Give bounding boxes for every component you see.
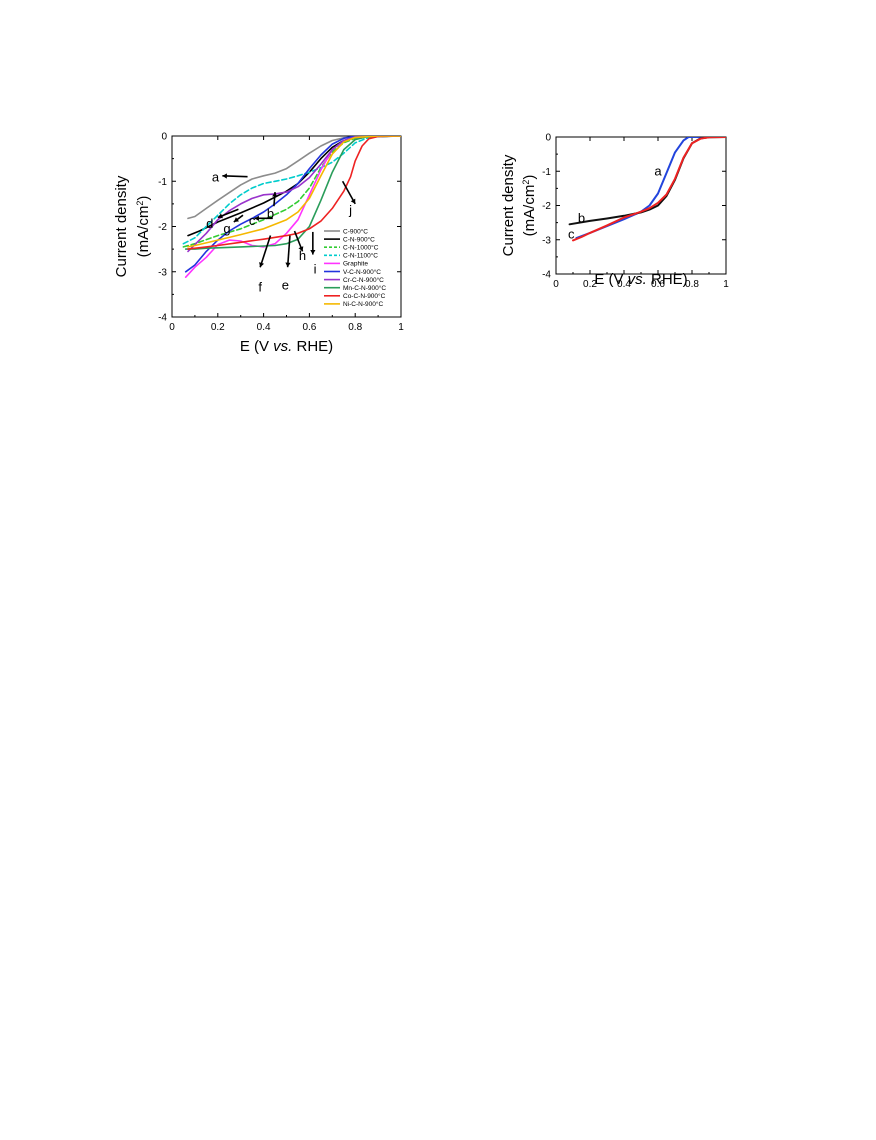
annotation-label-a: a [654, 163, 662, 178]
x-axis-title: E (V vs. RHE) [594, 271, 687, 288]
series-line-c-n-1000c [182, 136, 401, 248]
annotation-arrowhead-d [217, 213, 223, 219]
x-tick-label: 0.2 [211, 322, 225, 333]
legend-label-c-n-900c: C-N-900°C [343, 235, 375, 243]
series-line-mn-c-n-900c [184, 136, 401, 250]
series-line-1 [575, 137, 726, 239]
annotation-label-a: a [212, 170, 220, 185]
annotation-arrowhead-i [310, 250, 316, 255]
x-tick-label: 0 [169, 322, 175, 333]
x-tick-label: 0 [553, 279, 559, 290]
x-tick-label: 0.6 [651, 279, 665, 290]
annotation-label-c: c [249, 213, 256, 228]
series-line-2 [568, 137, 726, 226]
legend-label-ni-c-n-900c: Ni-C-N-900°C [343, 300, 383, 308]
y-tick-label: -2 [542, 201, 551, 212]
annotation-arrowhead-h [298, 246, 304, 252]
series-line-c-n-900c [187, 136, 401, 237]
series-line-c-n-1100c [182, 136, 401, 245]
chart-right: 0 0.2 0.4 0.6 0.8 1 0 -1 -2 -3 -4 E (V vs. RHE) Curr… [500, 133, 729, 291]
annotation-label-e: e [282, 277, 289, 292]
annotation-label-f: f [258, 280, 262, 295]
x-tick-label: 0.6 [302, 322, 316, 333]
y-tick-label: -1 [158, 177, 167, 188]
y-tick-label: 0 [161, 132, 167, 143]
y-tick-label: -3 [158, 267, 167, 278]
annotation-arrowhead-f [259, 262, 265, 268]
y-tick-label: -4 [158, 313, 167, 324]
annotation-arrowhead-j [350, 198, 356, 204]
annotation-label-i: i [314, 261, 317, 276]
x-tick-label: 0.2 [583, 279, 597, 290]
y-tick-label: -2 [158, 222, 167, 233]
series-line-3 [572, 137, 726, 242]
annotation-label-h: h [299, 248, 306, 263]
annotation-arrowhead-e [285, 262, 291, 268]
x-tick-label: 1 [723, 279, 729, 290]
annotation-label-c: c [568, 227, 575, 242]
y-axis-title: Current density [113, 175, 130, 277]
series-line-co-c-n-900c [187, 136, 401, 250]
y-tick-label: 0 [545, 133, 551, 144]
chart-left: 0 0.2 0.4 0.6 0.8 1 0 -1 -2 -3 -4 E (V vs. RHE) Curr… [113, 132, 404, 356]
legend-label-c-900c: C-900°C [343, 227, 368, 235]
series-line-v-c-n-900c [184, 136, 401, 273]
annotation-label-d: d [206, 216, 213, 231]
annotation-arrowhead-c [254, 215, 259, 221]
legend: C-900°CC-N-900°CC-N-1000°CC-N-1100°CGrap… [324, 227, 386, 308]
legend-label-cr-c-n-900c: Cr-C-N-900°C [343, 276, 384, 284]
annotation-arrowhead-b [272, 192, 278, 197]
annotation-arrow-f [259, 235, 272, 268]
annotation-label-b: b [267, 206, 274, 221]
series-group [568, 137, 726, 242]
y-tick-label: -1 [542, 167, 551, 178]
annotation-label-g: g [223, 221, 230, 236]
y-tick-label: -4 [542, 270, 551, 281]
x-tick-label: 1 [398, 322, 404, 333]
legend-label-co-c-n-900c: Co-C-N-900°C [343, 292, 386, 300]
annotation-arrowhead-a [222, 173, 227, 179]
annotation-label-b: b [578, 211, 585, 226]
annotation-label-j: j [348, 203, 352, 218]
series-line-ni-c-n-900c [187, 136, 401, 248]
x-axis-title: E (V vs. RHE) [240, 338, 333, 355]
annotation-arrow-e [286, 235, 291, 268]
legend-label-mn-c-n-900c: Mn-C-N-900°C [343, 284, 386, 292]
plot-frame [555, 136, 727, 275]
x-tick-label: 0.8 [685, 279, 699, 290]
legend-label-graphite: Graphite [343, 261, 368, 268]
y-tick-label: -3 [542, 235, 551, 246]
legend-label-c-n-1000c: C-N-1000°C [343, 244, 379, 252]
legend-label-v-c-n-900c: V-C-N-900°C [343, 268, 381, 276]
y-axis-unit: (mA/cm2) [135, 196, 152, 258]
y-axis-unit: (mA/cm2) [521, 175, 538, 237]
x-tick-label: 0.4 [257, 322, 271, 333]
x-tick-label: 0.4 [617, 279, 631, 290]
y-axis-title: Current density [500, 154, 517, 256]
annotation-arrowhead-g [233, 217, 239, 222]
x-tick-label: 0.8 [348, 322, 362, 333]
legend-label-c-n-1100c: C-N-1100°C [343, 252, 378, 260]
